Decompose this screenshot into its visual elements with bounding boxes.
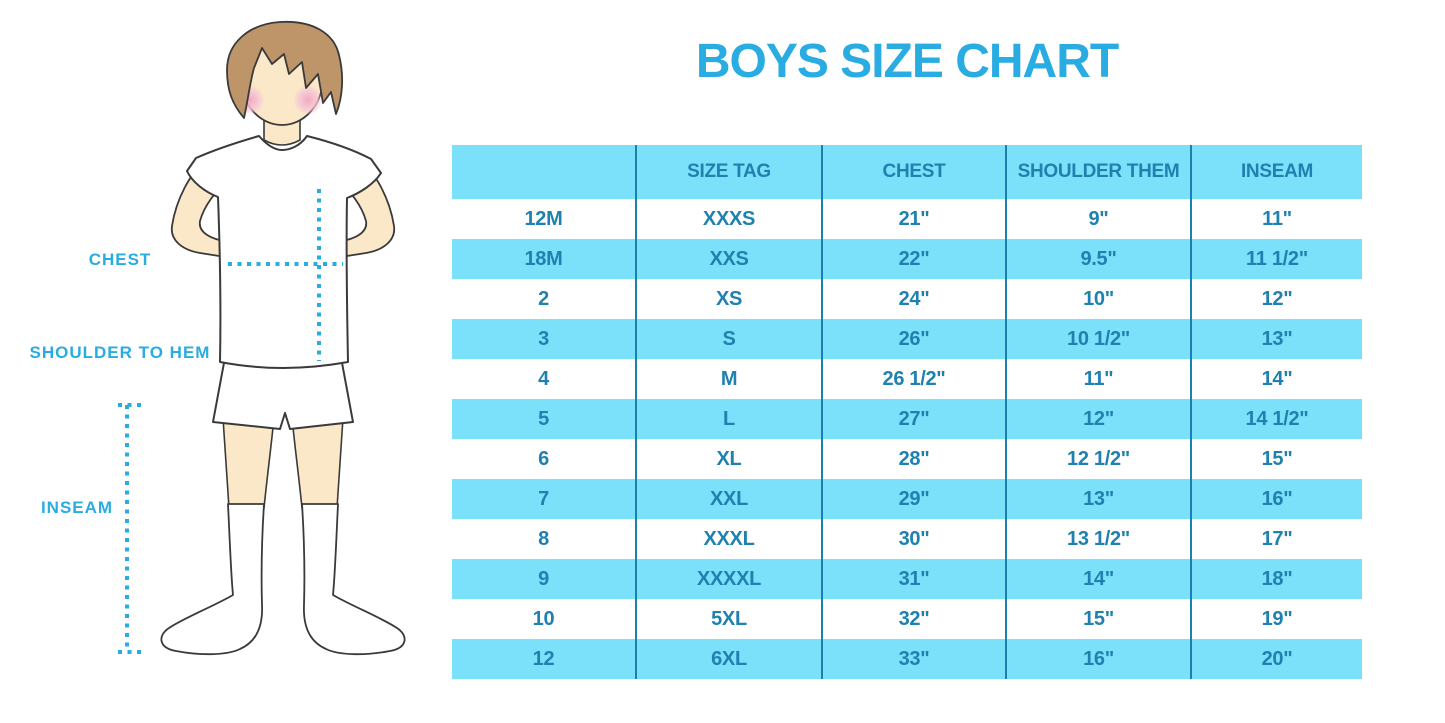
header-cell-size-tag: SIZE TAG bbox=[635, 145, 821, 199]
table-cell: 18M bbox=[524, 247, 563, 270]
table-cell: 6 bbox=[538, 447, 549, 470]
table-cell: XXXL bbox=[635, 519, 821, 559]
table-cell: 5XL bbox=[635, 599, 821, 639]
table-cell: 21" bbox=[821, 199, 1005, 239]
table-cell: 12 bbox=[532, 647, 555, 670]
hair bbox=[226, 20, 343, 119]
table-row: 7 XXL 29" 13" 16" bbox=[452, 479, 1362, 519]
table-cell: 12" bbox=[1005, 399, 1190, 439]
table-row: 8 XXXL 30" 13 1/2" 17" bbox=[452, 519, 1362, 559]
right-leg bbox=[291, 417, 344, 509]
table-cell: 10 1/2" bbox=[1005, 319, 1190, 359]
table-cell: XXS bbox=[635, 239, 821, 279]
table-row: 2 XS 24" 10" 12" bbox=[452, 279, 1362, 319]
table-cell: 19" bbox=[1190, 599, 1362, 639]
table-row: 4 M 26 1/2" 11" 14" bbox=[452, 359, 1362, 399]
table-row: 10 5XL 32" 15" 19" bbox=[452, 599, 1362, 639]
header-cell-shoulder-hem: SHOULDER THEM bbox=[1005, 145, 1190, 199]
table-cell: 15" bbox=[1190, 439, 1362, 479]
table-row: 12 6XL 33" 16" 20" bbox=[452, 639, 1362, 679]
table-cell: 9.5" bbox=[1005, 239, 1190, 279]
table-cell: 26 1/2" bbox=[821, 359, 1005, 399]
table-cell: 4 bbox=[538, 367, 549, 390]
table-row: 9 XXXXL 31" 14" 18" bbox=[452, 559, 1362, 599]
inseam-label: INSEAM bbox=[40, 498, 114, 517]
table-cell: 17" bbox=[1190, 519, 1362, 559]
table-cell: 14" bbox=[1005, 559, 1190, 599]
table-cell: 7 bbox=[538, 487, 549, 510]
table-row: 12M XXXS 21" 9" 11" bbox=[452, 199, 1362, 239]
right-sock bbox=[301, 503, 406, 656]
table-cell: 13 1/2" bbox=[1005, 519, 1190, 559]
table-cell: L bbox=[635, 399, 821, 439]
table-cell: 13" bbox=[1190, 319, 1362, 359]
t-shirt bbox=[186, 135, 382, 369]
table-cell: 14" bbox=[1190, 359, 1362, 399]
header-cell-size bbox=[452, 145, 635, 199]
boy-illustration: CHEST SHOULDER TO HEM INSEAM bbox=[0, 0, 450, 723]
table-cell: XXXS bbox=[635, 199, 821, 239]
table-cell: 24" bbox=[821, 279, 1005, 319]
table-cell: 16" bbox=[1190, 479, 1362, 519]
header-cell-inseam: INSEAM bbox=[1190, 145, 1362, 199]
table-cell: 8 bbox=[538, 527, 549, 550]
chest-label: CHEST bbox=[88, 250, 152, 269]
table-cell: 29" bbox=[821, 479, 1005, 519]
table-cell: S bbox=[635, 319, 821, 359]
table-cell: 11 1/2" bbox=[1190, 239, 1362, 279]
table-cell: 12 1/2" bbox=[1005, 439, 1190, 479]
table-cell: 14 1/2" bbox=[1190, 399, 1362, 439]
table-cell: 28" bbox=[821, 439, 1005, 479]
table-cell: 32" bbox=[821, 599, 1005, 639]
table-cell: 10 bbox=[532, 607, 555, 630]
table-cell: 27" bbox=[821, 399, 1005, 439]
size-table-body: 12M XXXS 21" 9" 11" 18M XXS 22" 9.5" 11 1/2" 2 XS 24… bbox=[452, 199, 1362, 679]
table-cell: 9 bbox=[538, 567, 549, 590]
table-cell: 5 bbox=[538, 407, 549, 430]
table-cell: 16" bbox=[1005, 639, 1190, 679]
left-leg bbox=[222, 417, 275, 509]
left-sock bbox=[160, 503, 265, 656]
table-cell: 33" bbox=[821, 639, 1005, 679]
table-cell: 11" bbox=[1190, 199, 1362, 239]
table-cell: 26" bbox=[821, 319, 1005, 359]
table-cell: 9" bbox=[1005, 199, 1190, 239]
table-cell: XL bbox=[635, 439, 821, 479]
boy-figure-drawing bbox=[118, 20, 406, 656]
size-table: SIZE TAG CHEST SHOULDER THEM INSEAM 12M X… bbox=[452, 145, 1362, 679]
table-header-row: SIZE TAG CHEST SHOULDER THEM INSEAM bbox=[452, 145, 1362, 199]
table-row: 6 XL 28" 12 1/2" 15" bbox=[452, 439, 1362, 479]
table-cell: 15" bbox=[1005, 599, 1190, 639]
table-cell: 10" bbox=[1005, 279, 1190, 319]
page-title: BOYS SIZE CHART bbox=[695, 35, 1119, 88]
shoulder-to-hem-label: SHOULDER TO HEM bbox=[29, 343, 211, 362]
table-cell: XXXXL bbox=[635, 559, 821, 599]
table-cell: XS bbox=[635, 279, 821, 319]
table-cell: 30" bbox=[821, 519, 1005, 559]
table-row: 5 L 27" 12" 14 1/2" bbox=[452, 399, 1362, 439]
table-cell: 11" bbox=[1005, 359, 1190, 399]
table-cell: 12M bbox=[524, 207, 563, 230]
table-cell: 20" bbox=[1190, 639, 1362, 679]
table-row: 3 S 26" 10 1/2" 13" bbox=[452, 319, 1362, 359]
table-cell: XXL bbox=[635, 479, 821, 519]
table-cell: 12" bbox=[1190, 279, 1362, 319]
table-cell: 31" bbox=[821, 559, 1005, 599]
header-cell-chest: CHEST bbox=[821, 145, 1005, 199]
table-row: 18M XXS 22" 9.5" 11 1/2" bbox=[452, 239, 1362, 279]
right-cheek bbox=[293, 85, 323, 115]
table-cell: 6XL bbox=[635, 639, 821, 679]
table-cell: 2 bbox=[538, 287, 549, 310]
table-cell: 22" bbox=[821, 239, 1005, 279]
table-cell: 3 bbox=[538, 327, 549, 350]
table-cell: M bbox=[635, 359, 821, 399]
table-cell: 13" bbox=[1005, 479, 1190, 519]
table-cell: 18" bbox=[1190, 559, 1362, 599]
